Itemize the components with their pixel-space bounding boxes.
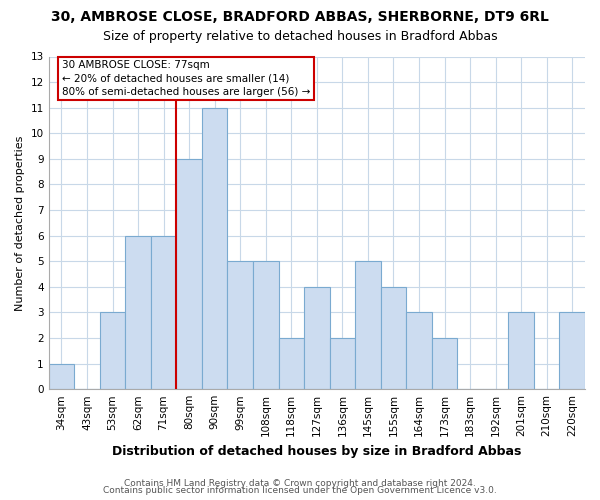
Bar xyxy=(49,364,74,389)
Text: Size of property relative to detached houses in Bradford Abbas: Size of property relative to detached ho… xyxy=(103,30,497,43)
Bar xyxy=(508,312,534,389)
Bar xyxy=(227,261,253,389)
Bar xyxy=(278,338,304,389)
Bar xyxy=(406,312,432,389)
Bar xyxy=(176,159,202,389)
Bar xyxy=(355,261,380,389)
Bar xyxy=(329,338,355,389)
Bar xyxy=(432,338,457,389)
X-axis label: Distribution of detached houses by size in Bradford Abbas: Distribution of detached houses by size … xyxy=(112,444,521,458)
Bar xyxy=(125,236,151,389)
Text: 30 AMBROSE CLOSE: 77sqm
← 20% of detached houses are smaller (14)
80% of semi-de: 30 AMBROSE CLOSE: 77sqm ← 20% of detache… xyxy=(62,60,310,96)
Text: Contains public sector information licensed under the Open Government Licence v3: Contains public sector information licen… xyxy=(103,486,497,495)
Text: Contains HM Land Registry data © Crown copyright and database right 2024.: Contains HM Land Registry data © Crown c… xyxy=(124,478,476,488)
Y-axis label: Number of detached properties: Number of detached properties xyxy=(15,135,25,310)
Bar xyxy=(202,108,227,389)
Bar xyxy=(100,312,125,389)
Bar xyxy=(304,287,329,389)
Bar xyxy=(380,287,406,389)
Bar xyxy=(253,261,278,389)
Bar xyxy=(151,236,176,389)
Text: 30, AMBROSE CLOSE, BRADFORD ABBAS, SHERBORNE, DT9 6RL: 30, AMBROSE CLOSE, BRADFORD ABBAS, SHERB… xyxy=(51,10,549,24)
Bar xyxy=(559,312,585,389)
